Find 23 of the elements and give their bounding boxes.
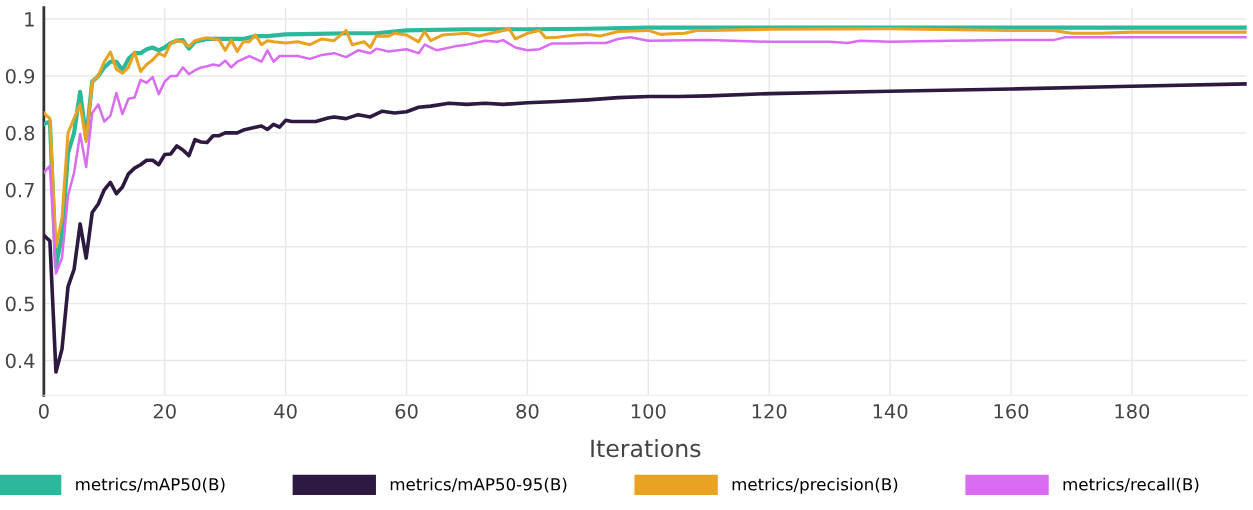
x-tick-label: 140	[873, 403, 908, 419]
y-tick-label: 0.8	[5, 125, 35, 141]
x-tick-label: 40	[274, 403, 297, 419]
legend-label: metrics/recall(B)	[1063, 477, 1199, 493]
x-tick-label: 20	[153, 403, 176, 419]
line-series	[43, 82, 1247, 374]
y-tick-label: 0.4	[5, 353, 35, 369]
y-tick-label: 0.5	[5, 296, 34, 312]
x-tick-label: 60	[395, 403, 418, 419]
y-tick-label: 1	[25, 12, 34, 27]
y-tick-label: 0.7	[5, 182, 34, 198]
legend-label: metrics/mAP50-95(B)	[390, 477, 567, 493]
x-tick-label: 80	[516, 403, 539, 419]
x-tick-label: 180	[1115, 403, 1150, 419]
x-tick-label: 120	[752, 403, 787, 419]
y-tick-label: 0.9	[5, 68, 35, 84]
x-tick-label: 0	[38, 403, 49, 419]
x-tick-label: 100	[631, 403, 666, 419]
x-tick-label: 160	[994, 403, 1029, 419]
legend-label: metrics/precision(B)	[732, 477, 898, 494]
x-axis-title: Iterations	[591, 439, 701, 458]
y-tick-label: 0.6	[5, 239, 35, 255]
legend-label: metrics/mAP50(B)	[76, 477, 225, 493]
